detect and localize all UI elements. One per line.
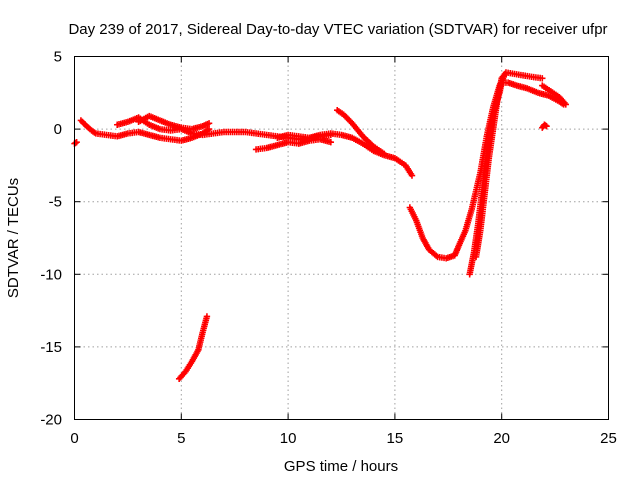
data-point	[203, 313, 211, 320]
data-point	[327, 138, 335, 146]
y-tick-label: -10	[40, 266, 62, 283]
y-tick-label: -5	[49, 194, 62, 211]
y-tick-label: -20	[40, 412, 62, 429]
data-point	[205, 120, 213, 127]
x-tick-label: 15	[387, 430, 404, 447]
y-axis-label: SDTVAR / TECUs	[5, 178, 22, 298]
axis-tick-labels: 0 5 10 15 20 25 5 0 -5 -10 -15 -20	[40, 49, 617, 448]
plot-frame	[74, 56, 609, 420]
y-tick-label: 0	[54, 121, 62, 138]
data-point	[543, 122, 550, 130]
x-tick-label: 0	[70, 430, 78, 447]
data-point	[408, 172, 416, 179]
grid	[74, 56, 609, 420]
x-tick-label: 20	[493, 430, 510, 447]
data-point	[539, 75, 546, 82]
x-axis-label: GPS time / hours	[284, 458, 398, 475]
x-tick-label: 10	[280, 430, 297, 447]
x-tick-label: 25	[600, 430, 617, 447]
y-tick-label: -15	[40, 339, 62, 356]
data-points	[71, 69, 569, 383]
data-point	[562, 101, 569, 108]
x-tick-label: 5	[177, 430, 185, 447]
y-tick-label: 5	[54, 49, 62, 66]
chart-title: Day 239 of 2017, Sidereal Day-to-day VTE…	[68, 21, 607, 38]
data-point	[381, 150, 388, 157]
